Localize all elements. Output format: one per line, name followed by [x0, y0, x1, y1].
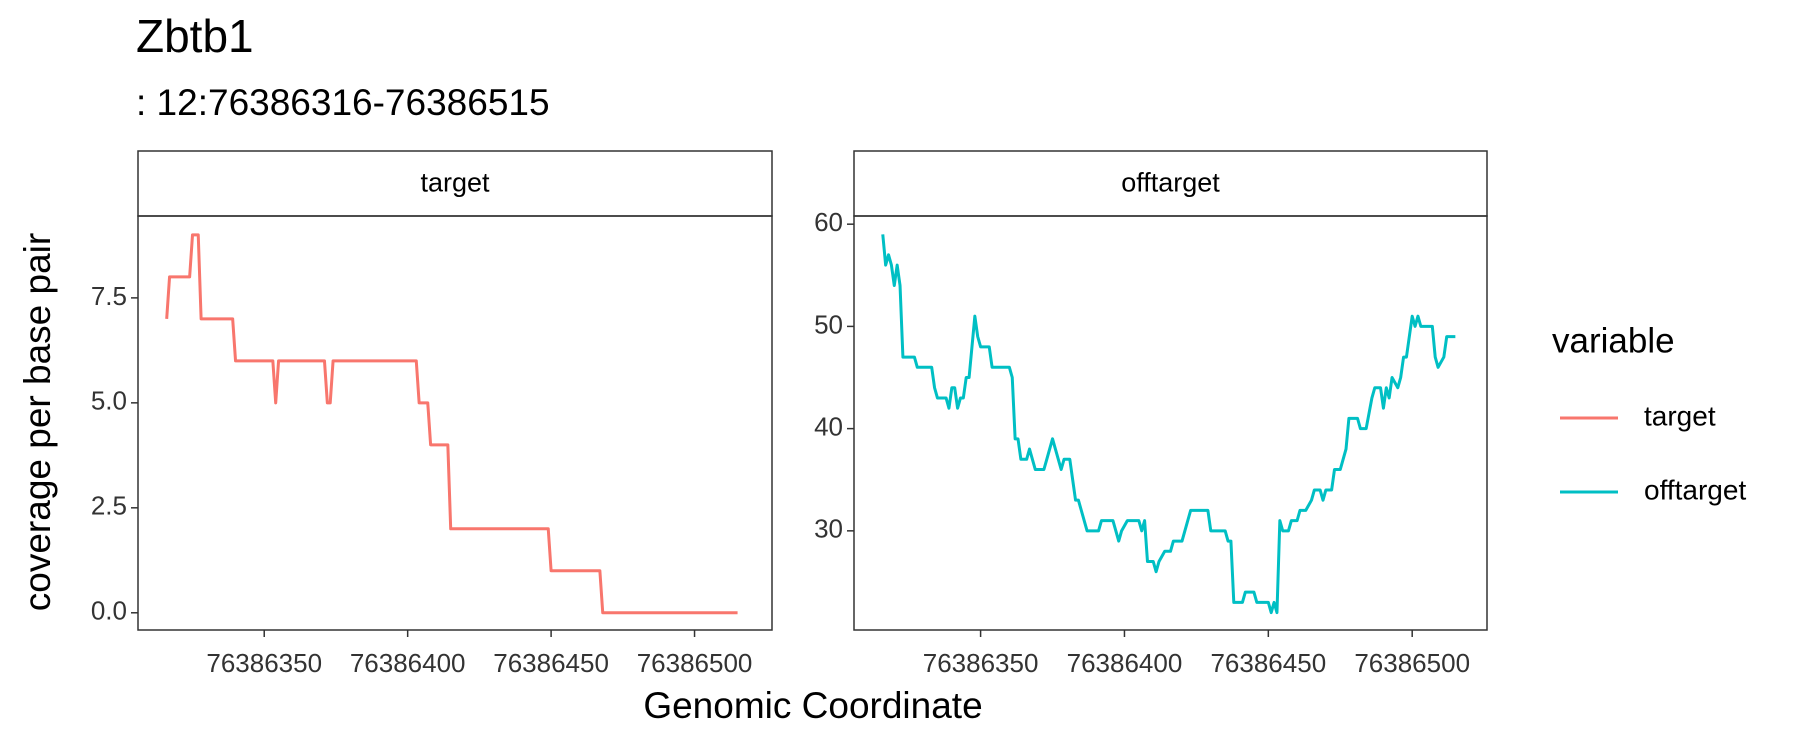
y-tick-label: 7.5: [91, 281, 127, 311]
x-tick-label: 76386400: [1067, 648, 1183, 678]
legend-label: target: [1644, 400, 1716, 431]
panel-background: [854, 216, 1487, 630]
x-tick-label: 76386400: [350, 648, 466, 678]
strip: [137, 150, 773, 217]
chart-subtitle: : 12:76386316-76386515: [136, 82, 550, 123]
y-tick-label: 0.0: [91, 596, 127, 626]
x-tick-label: 76386450: [1210, 648, 1326, 678]
y-tick-label: 2.5: [91, 491, 127, 521]
x-tick-label: 76386350: [206, 648, 322, 678]
y-tick-label: 30: [814, 514, 843, 544]
x-tick-label: 76386350: [923, 648, 1039, 678]
data-line: [165, 233, 738, 615]
strip: [853, 150, 1488, 217]
x-tick-label: 76386500: [1354, 648, 1470, 678]
x-axis-title: Genomic Coordinate: [643, 685, 982, 726]
panel-background: [138, 216, 772, 630]
legend-title: variable: [1552, 321, 1675, 360]
x-tick-label: 76386450: [493, 648, 609, 678]
strip-label: offtarget: [1121, 168, 1220, 198]
legend-label: offtarget: [1644, 474, 1746, 505]
strip-label: target: [420, 168, 490, 198]
y-axis-title: coverage per base pair: [17, 233, 58, 611]
y-tick-label: 60: [814, 207, 843, 237]
y-tick-label: 5.0: [91, 386, 127, 416]
y-tick-label: 50: [814, 309, 843, 339]
chart-title: Zbtb1: [136, 10, 254, 62]
data-line: [881, 234, 1456, 615]
x-tick-label: 76386500: [637, 648, 753, 678]
panel-border: [853, 215, 1488, 631]
y-tick-label: 40: [814, 411, 843, 441]
panel-border: [137, 215, 773, 631]
